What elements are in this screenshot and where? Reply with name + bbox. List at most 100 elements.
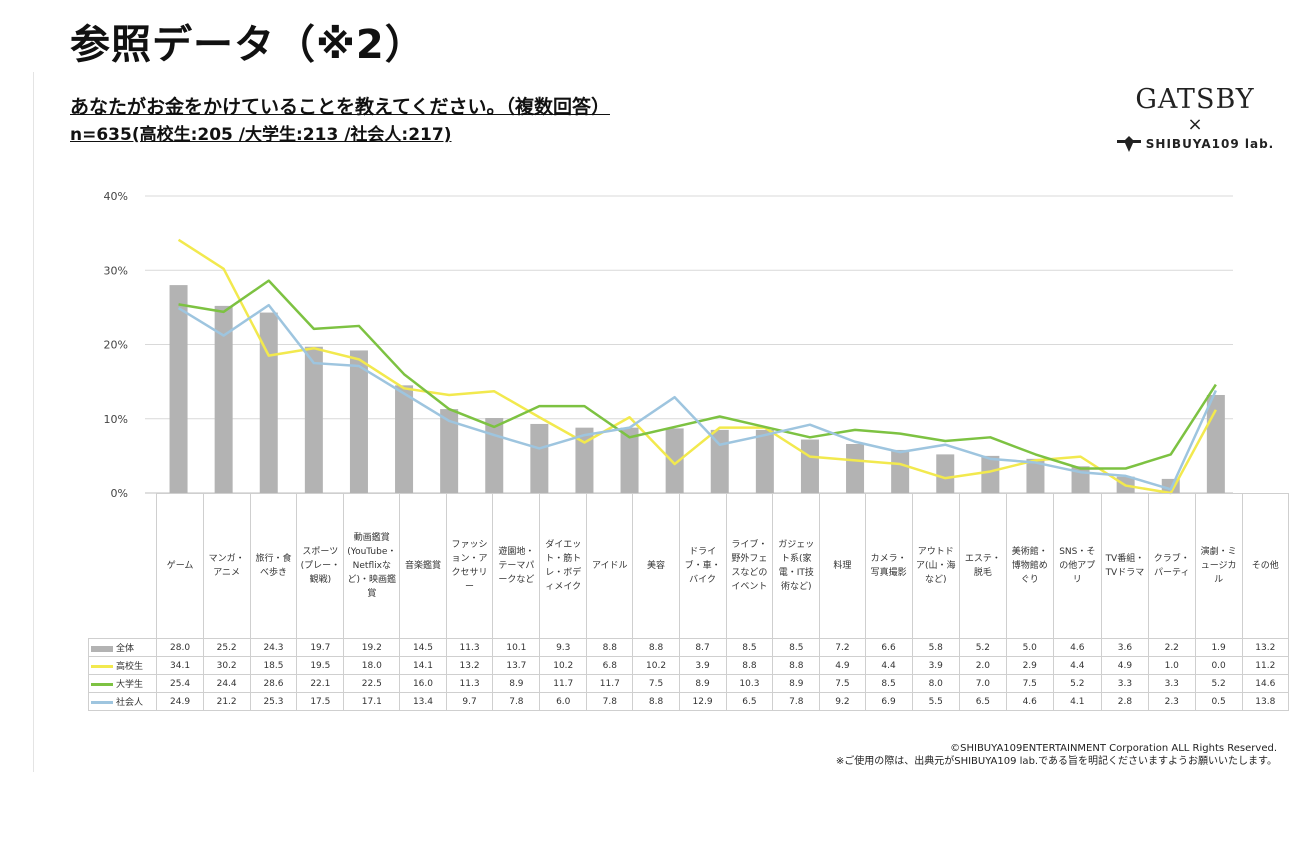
- bar-6: [440, 409, 459, 493]
- bar-15: [846, 443, 865, 493]
- category-label: 遊園地・テーマパークなど: [492, 493, 541, 639]
- bar-9: [575, 427, 594, 493]
- table-cell: 2.3: [1147, 692, 1196, 711]
- table-cell: 22.5: [343, 674, 401, 693]
- table-cell: 24.4: [202, 674, 251, 693]
- table-cell: 7.5: [819, 674, 866, 693]
- table-cell: 14.6: [1241, 674, 1289, 693]
- category-label: スポーツ(プレー・観戦): [296, 493, 345, 639]
- category-label: 音楽鑑賞: [399, 493, 447, 639]
- table-corner: [88, 493, 158, 639]
- table-cell: 7.5: [632, 674, 680, 693]
- table-cell: 7.8: [586, 692, 634, 711]
- bar-3: [304, 346, 323, 493]
- table-row: 全体 28.0 25.2 24.3 19.7 19.2 14.5 11.3 10.1 9.3 8.8…: [87, 638, 1289, 657]
- bar-1: [214, 305, 233, 493]
- table-cell: 25.3: [249, 692, 298, 711]
- table-cell: 10.1: [492, 638, 541, 657]
- category-label: ガジェット系(家電・IT技術など): [772, 493, 821, 639]
- table-cell: 25.2: [202, 638, 251, 657]
- bar-2: [259, 312, 278, 493]
- table-cell: 19.2: [343, 638, 401, 657]
- table-cell: 2.0: [958, 656, 1007, 675]
- category-label: 料理: [819, 493, 866, 639]
- bar-14: [800, 439, 819, 493]
- survey-question: あなたがお金をかけていることを教えてください。（複数回答）: [70, 96, 610, 118]
- table-cell: 17.1: [343, 692, 401, 711]
- table-cell: 8.5: [725, 638, 774, 657]
- gatsby-logo-text: GATSBY: [1135, 84, 1255, 115]
- table-cell: 28.0: [156, 638, 204, 657]
- table-cell: 8.9: [772, 674, 821, 693]
- legend-swatch: [91, 665, 113, 668]
- table-cell: 4.4: [864, 656, 913, 675]
- table-cell: 7.0: [958, 674, 1007, 693]
- table-cell: 8.7: [678, 638, 727, 657]
- table-cell: 8.9: [492, 674, 541, 693]
- data-table: ゲーム マンガ・アニメ 旅行・食べ歩き スポーツ(プレー・観戦) 動画鑑賞(YouTub…: [87, 493, 1289, 711]
- legend-label: 高校生: [116, 662, 144, 672]
- table-cell: 7.2: [819, 638, 866, 657]
- table-cell: 19.7: [296, 638, 345, 657]
- table-cell: 9.3: [539, 638, 588, 657]
- table-cell: 18.5: [249, 656, 298, 675]
- table-cell: 11.3: [445, 638, 494, 657]
- category-label: ダイエット・筋トレ・ボディメイク: [539, 493, 588, 639]
- legend-label: 大学生: [116, 680, 144, 690]
- table-cell: 6.5: [725, 692, 774, 711]
- table-cell: 17.5: [296, 692, 345, 711]
- footer: ©SHIBUYA109ENTERTAINMENT Corporation ALL…: [836, 742, 1277, 768]
- bar-23: [1206, 394, 1225, 493]
- bar-5: [395, 385, 414, 493]
- table-cell: 25.4: [156, 674, 204, 693]
- table-cell: 4.9: [819, 656, 866, 675]
- table-cell: 8.8: [772, 656, 821, 675]
- table-cell: 8.8: [632, 638, 680, 657]
- table-cell: 7.8: [492, 692, 541, 711]
- bar-8: [530, 423, 549, 493]
- table-cell: 6.0: [539, 692, 588, 711]
- table-cell: 11.2: [1241, 656, 1289, 675]
- table-cell: 7.8: [772, 692, 821, 711]
- legend-entry: 高校生: [87, 656, 158, 675]
- brand-logo: GATSBY × SHIBUYA109 lab.: [1110, 84, 1280, 153]
- category-label: 旅行・食べ歩き: [249, 493, 298, 639]
- source-note: ※ご使用の際は、出典元がSHIBUYA109 lab.である旨を明記くださいます…: [835, 756, 1277, 767]
- bar-11: [665, 428, 684, 493]
- table-cell: 4.6: [1052, 638, 1102, 657]
- table-cell: 9.2: [819, 692, 866, 711]
- copyright-text: ©SHIBUYA109ENTERTAINMENT Corporation ALL…: [950, 743, 1277, 754]
- table-cell: 10.3: [725, 674, 774, 693]
- table-cell: 6.9: [864, 692, 913, 711]
- table-cell: 4.9: [1100, 656, 1149, 675]
- table-cell: 24.9: [156, 692, 204, 711]
- table-cell: 34.1: [156, 656, 204, 675]
- table-cell: 2.2: [1147, 638, 1196, 657]
- table-cell: 4.4: [1052, 656, 1102, 675]
- bar-18: [981, 455, 1000, 493]
- category-label: 美容: [632, 493, 680, 639]
- series-line-2: [178, 279, 1217, 470]
- category-label: ドライブ・車・バイク: [678, 493, 727, 639]
- bar-12: [710, 429, 729, 493]
- table-cell: 5.0: [1005, 638, 1054, 657]
- table-cell: 28.6: [249, 674, 298, 693]
- category-label: 動画鑑賞(YouTube・Netflixなど)・映画鑑賞: [343, 493, 401, 639]
- category-label: SNS・その他アプリ: [1052, 493, 1102, 639]
- category-label: ファッション・アクセサリー: [445, 493, 494, 639]
- category-label: クラブ・パーティ: [1147, 493, 1196, 639]
- table-cell: 22.1: [296, 674, 345, 693]
- table-cell: 5.5: [911, 692, 960, 711]
- table-cell: 5.2: [1194, 674, 1243, 693]
- table-cell: 30.2: [202, 656, 251, 675]
- bar-10: [620, 427, 639, 493]
- collab-x-mark: ×: [1187, 114, 1203, 135]
- shibuya109-logo-text: SHIBUYA109 lab.: [1145, 137, 1275, 151]
- table-cell: 0.0: [1194, 656, 1243, 675]
- table-cell: 12.9: [678, 692, 727, 711]
- category-label: アイドル: [586, 493, 634, 639]
- table-cell: 19.5: [296, 656, 345, 675]
- table-cell: 13.4: [399, 692, 447, 711]
- table-cell: 14.5: [399, 638, 447, 657]
- table-cell: 10.2: [539, 656, 588, 675]
